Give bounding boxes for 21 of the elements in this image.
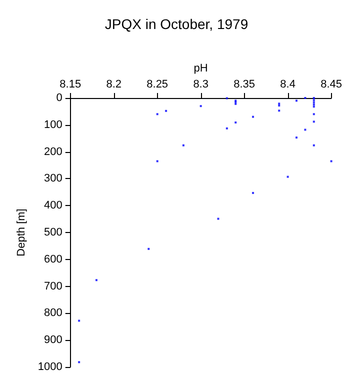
y-tick-label: 500 [44,226,62,238]
x-tick-label: 8.3 [193,78,208,90]
x-tick-label: 8.4 [280,78,296,90]
y-tick-label: 0 [56,92,62,104]
x-axis-title: pH [194,62,208,75]
x-tick-label: 8.2 [106,78,122,90]
y-tick-label: 300 [44,172,62,185]
y-tick-label: 700 [44,280,62,292]
y-tick-label: 900 [44,334,62,346]
x-tick-label: 8.25 [146,78,168,90]
y-tick-label: 600 [44,253,62,266]
y-tick-label: 100 [44,118,62,131]
x-tick-label: 8.45 [320,78,342,90]
y-tick-label: 200 [44,146,62,158]
x-tick-label: 8.35 [234,78,256,90]
chart-title: JPQX in October, 1979 [104,16,248,32]
y-tick-label: 400 [44,200,62,212]
y-axis-title: Depth [m] [16,208,28,256]
y-tick-label: 1000 [38,361,62,373]
x-tick-label: 8.15 [60,78,82,90]
y-tick-label: 800 [44,307,62,320]
